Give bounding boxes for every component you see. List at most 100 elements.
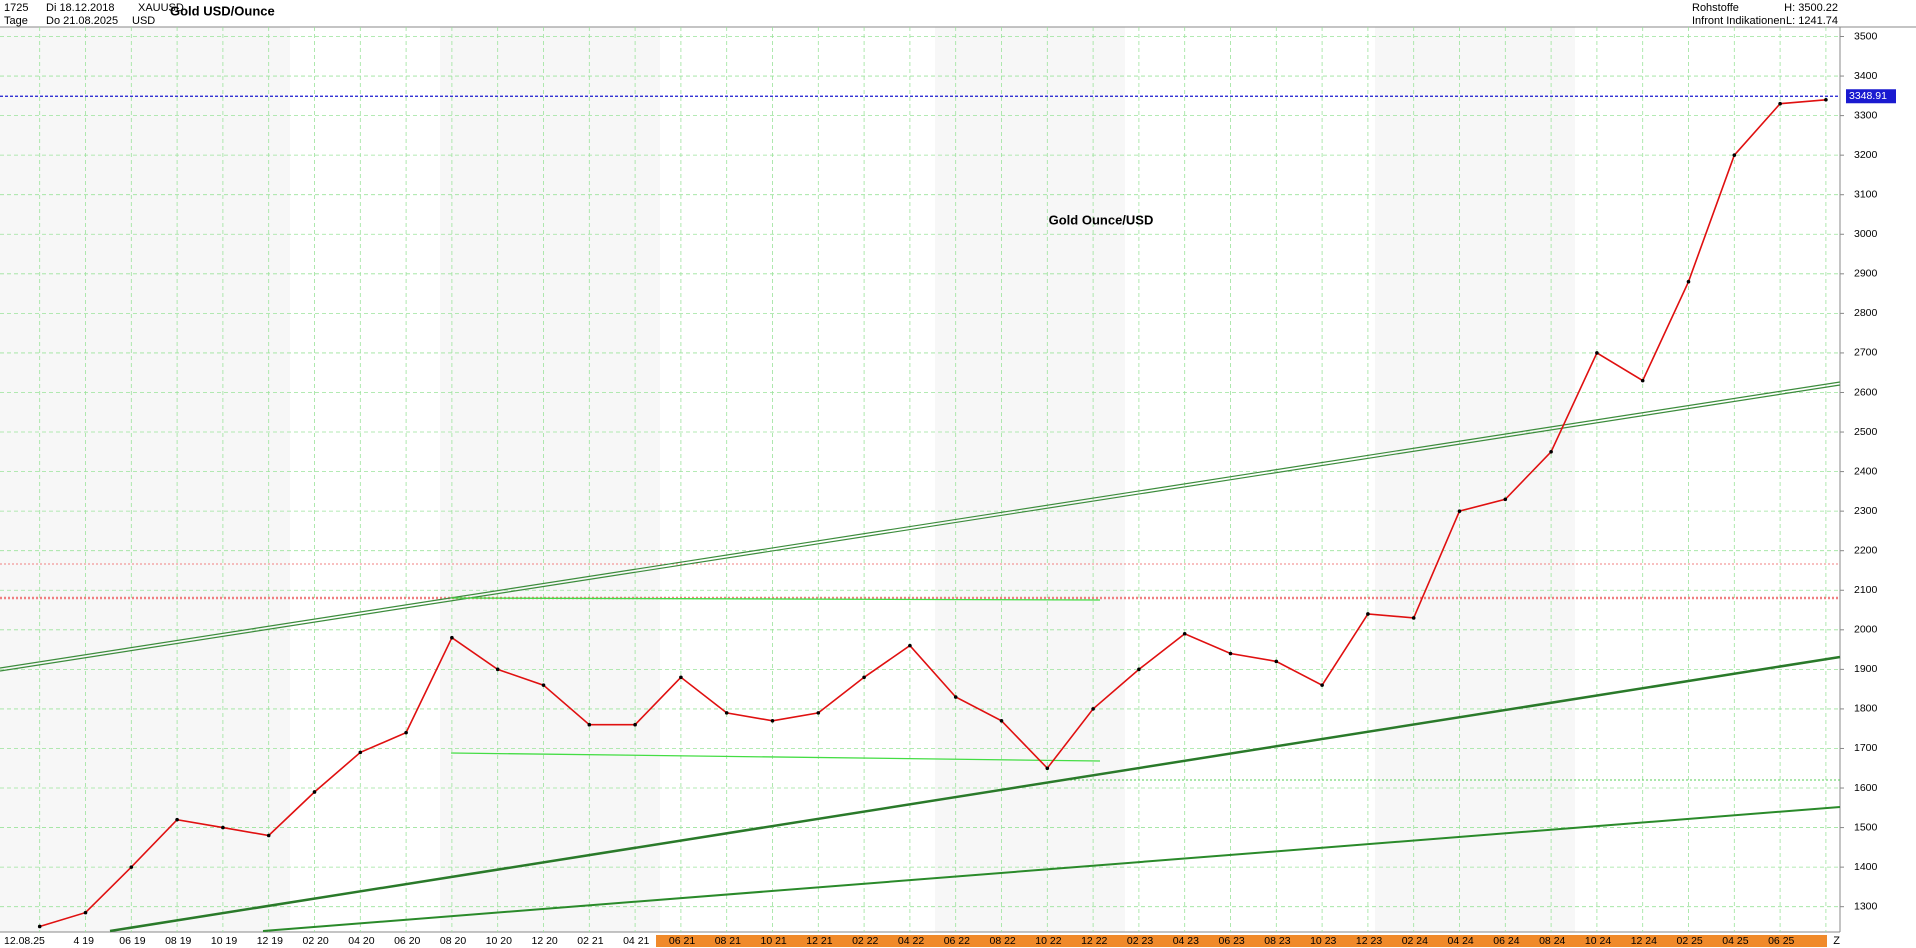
x-tick-label: 12 20 (532, 935, 558, 947)
price-point (221, 825, 225, 830)
x-tick-label: 06 24 (1493, 935, 1519, 947)
price-point (1457, 509, 1462, 513)
price-point (1137, 667, 1141, 672)
price-point (1091, 707, 1095, 711)
price-point (37, 924, 42, 929)
x-tick-label: 08 23 (1264, 935, 1290, 947)
x-tick-label: 4 19 (74, 935, 95, 947)
x-tick-label: 02 21 (577, 935, 603, 947)
price-point (1045, 766, 1050, 771)
x-tick-label: 08 21 (715, 935, 741, 947)
plot (37, 97, 1828, 929)
x-tick-label: 06 25 (1768, 935, 1794, 947)
trend-line (0, 384, 1841, 672)
period-strip (656, 935, 1827, 947)
x-tick-label: 02 24 (1402, 935, 1428, 947)
x-tick-label: 04 21 (623, 935, 649, 947)
currency: USD (132, 15, 155, 27)
x-tick-label: 04 20 (348, 935, 374, 947)
trend-line (109, 655, 1841, 933)
x-tick-label: 04 24 (1448, 935, 1474, 947)
price-point (404, 730, 408, 735)
x-tick-label: 02 25 (1677, 935, 1703, 947)
price-point (1732, 153, 1737, 157)
x-tick-label: 06 23 (1219, 935, 1245, 947)
x-tick-label: 08 22 (990, 935, 1016, 947)
y-tick-label: 2100 (1854, 584, 1878, 596)
y-tick-label: 2600 (1854, 386, 1878, 398)
x-tick-label: 08 19 (165, 935, 191, 947)
range-line (450, 597, 1101, 601)
y-tick-label: 3500 (1854, 30, 1878, 42)
price-point (1228, 651, 1233, 656)
x-tick-label: 02 22 (852, 935, 878, 947)
y-tick-label: 1900 (1854, 663, 1878, 675)
price-point (1824, 97, 1828, 102)
y-tick-label: 1500 (1854, 821, 1878, 833)
y-tick-label: 3300 (1854, 109, 1878, 121)
y-tick-label: 1300 (1854, 900, 1878, 912)
y-tick-label: 3100 (1854, 188, 1878, 200)
price-point (587, 722, 592, 727)
price-point (175, 817, 179, 822)
count: 1725 (4, 2, 28, 14)
high: H: 3500.22 (1784, 2, 1838, 14)
price-point (358, 750, 363, 755)
from-date: Di 18.12.2018 (46, 2, 115, 14)
y-tick-label: 2300 (1854, 505, 1878, 517)
price-point (1640, 378, 1645, 383)
price-point (633, 722, 637, 727)
drawings (0, 381, 1841, 933)
trend-line (0, 381, 1841, 669)
x-tick-label: 12 23 (1356, 935, 1382, 947)
current-price-box (1846, 89, 1896, 104)
price-point (724, 711, 729, 715)
price-point (1320, 683, 1324, 687)
y-tick-label: 1700 (1854, 742, 1878, 754)
y-tick-label: 2200 (1854, 544, 1878, 556)
corner: Z (1833, 935, 1840, 947)
x-tick-label: 10 20 (486, 935, 512, 947)
price-point (679, 675, 683, 680)
x-tick-label: 04 25 (1722, 935, 1748, 947)
price-point (1274, 659, 1279, 664)
price-point (1411, 616, 1416, 620)
x-tick-label: 08 20 (440, 935, 466, 947)
price-point (1778, 101, 1782, 106)
x-tick-label: 10 23 (1310, 935, 1336, 947)
x-tick-label: 06 20 (394, 935, 420, 947)
y-tick-label: 3400 (1854, 70, 1878, 82)
axis-panel (1840, 27, 1916, 948)
price-point (1182, 631, 1187, 636)
x-tick-label: 06 19 (119, 935, 145, 947)
price-point (770, 718, 775, 723)
price-point (816, 711, 821, 715)
y-tick-label: 2400 (1854, 465, 1878, 477)
x-tick-label: 10 19 (211, 935, 237, 947)
y-tick-label: 3000 (1854, 228, 1878, 240)
y-tick-label: 2800 (1854, 307, 1878, 319)
x-tick-label: 08 24 (1539, 935, 1565, 947)
y-tick-label: 1800 (1854, 703, 1878, 715)
x-tick-label: 02 23 (1127, 935, 1153, 947)
y-tick-label: 2000 (1854, 624, 1878, 636)
price-point (129, 865, 134, 869)
band (1375, 27, 1575, 932)
price-point (908, 643, 912, 648)
price-point (862, 675, 866, 680)
low: L: 1241.74 (1786, 15, 1838, 27)
x-tick-label: 12 21 (806, 935, 832, 947)
trend-line (262, 806, 1841, 932)
price-point (1686, 279, 1691, 284)
x-tick-label: 12 19 (257, 935, 283, 947)
band (440, 27, 660, 932)
header: 1725 Di 18.12.2018 XAUUSD Tage Do 21.08.… (4, 2, 1840, 947)
annotation: Gold Ounce/USD (1049, 212, 1154, 227)
x-tick-label: 10 21 (761, 935, 787, 947)
x-tick-label: 12.08.25 (4, 935, 45, 947)
x-tick-label: 10 24 (1585, 935, 1611, 947)
price-point (1549, 450, 1553, 454)
price-point (1366, 612, 1370, 616)
